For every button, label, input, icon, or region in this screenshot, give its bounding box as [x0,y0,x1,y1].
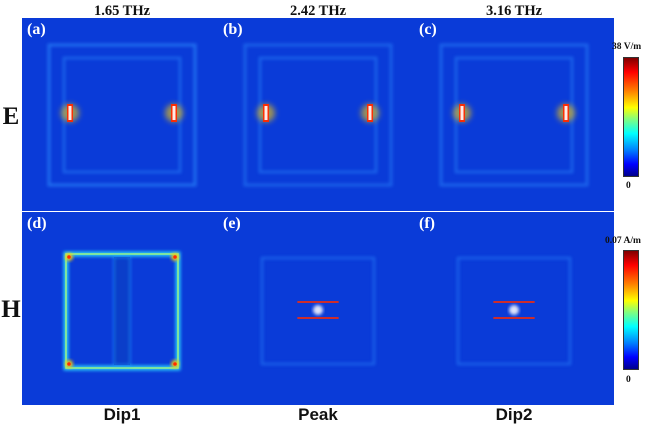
panel-tag: (e) [223,215,241,232]
field-map [414,18,614,211]
frequency-label-1: 1.65 THz [93,3,151,19]
field-structure [47,43,197,187]
panel-tag: (d) [27,215,47,232]
colorbar-e [623,57,639,177]
panel-e-h-field-2-42thz: (e) [218,212,418,405]
panel-tag: (a) [27,21,46,38]
field-structure [450,242,578,374]
field-structure [260,256,376,366]
column-label-dip2: Dip2 [495,405,533,424]
panel-a-e-field-1-65thz: (a) [22,18,222,211]
frequency-label-3: 3.16 THz [485,3,543,19]
colorbar-e-max-label: 38 V/m [612,42,642,52]
frequency-label-2: 2.42 THz [289,3,347,19]
panel-d-h-field-1-65thz: (d) [22,212,222,405]
row-label-e: E [2,103,20,130]
panel-tag: (b) [223,21,243,38]
field-structure [50,240,194,383]
panel-tag: (f) [419,215,435,232]
colorbar-e-min-label: 0 [626,181,631,191]
field-map [218,212,418,405]
panel-tag: (c) [419,21,437,38]
colorbar-h [623,250,639,370]
column-label-peak: Peak [298,405,338,424]
colorbar-h-min-label: 0 [626,375,631,385]
row-label-h: H [1,296,21,323]
colorbar-h-max-label: 0.07 A/m [605,236,641,246]
panel-c-e-field-3-16thz: (c) [414,18,614,211]
panel-f-h-field-3-16thz: (f) [414,212,614,405]
field-map [22,212,222,405]
field-map [22,18,222,211]
field-map [414,212,614,405]
field-map [218,18,418,211]
panel-b-e-field-2-42thz: (b) [218,18,418,211]
field-structure [439,43,589,187]
field-structure [243,43,393,187]
column-label-dip1: Dip1 [103,405,141,424]
